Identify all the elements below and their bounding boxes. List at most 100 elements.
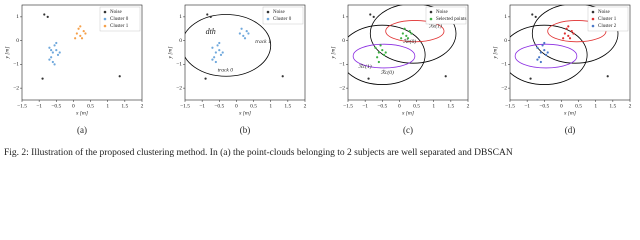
annotation: ℛc(1) [358, 63, 371, 70]
point [218, 49, 221, 52]
point [570, 30, 573, 33]
point [238, 32, 241, 35]
y-tick-label: 0 [342, 38, 345, 44]
legend-marker [266, 10, 270, 14]
point [84, 32, 87, 35]
point [529, 77, 532, 80]
x-tick-label: 1.5 [284, 103, 291, 109]
y-tick-label: −1 [13, 62, 19, 68]
region [385, 20, 445, 43]
point [534, 15, 537, 18]
x-tick-label: 2 [629, 103, 632, 109]
y-tick-label: −2 [501, 85, 507, 91]
x-tick-label: 1.5 [447, 103, 454, 109]
region [531, 5, 619, 64]
point [381, 49, 384, 52]
point [58, 51, 61, 54]
x-tick-label: 0.5 [413, 103, 420, 109]
point [77, 27, 80, 30]
point [211, 58, 214, 61]
x-tick-label: −1 [524, 103, 530, 109]
point [379, 44, 382, 47]
y-axis-label: y [m] [4, 46, 10, 59]
x-tick-label: 0 [560, 103, 563, 109]
y-tick-label: 0 [16, 38, 19, 44]
legend-marker [266, 17, 270, 21]
legend-marker [103, 10, 107, 14]
y-tick-label: 1 [16, 14, 19, 20]
point [53, 63, 56, 66]
point [214, 60, 217, 64]
y-tick-label: 1 [179, 14, 182, 20]
x-tick-label: 0 [72, 103, 75, 109]
x-axis-label: x [m] [563, 110, 576, 116]
point [403, 27, 406, 30]
y-tick-label: −2 [339, 85, 345, 91]
point [247, 32, 250, 35]
caption: Fig. 2: Illustration of the proposed clu… [4, 147, 513, 157]
point [367, 77, 370, 80]
x-tick-label: −0.5 [539, 103, 549, 109]
plot-frame [347, 4, 469, 101]
y-tick-label: 0 [179, 38, 182, 44]
figure: Fig. 2: Illustration of the proposed clu… [4, 4, 632, 157]
point [209, 15, 212, 18]
point [211, 46, 214, 49]
x-tick-label: −0.5 [51, 103, 61, 109]
panel-label: (c) [403, 125, 413, 135]
point [376, 56, 379, 59]
point [568, 37, 572, 40]
legend-label: Cluster 0 [110, 17, 129, 22]
x-tick-label: 2 [141, 103, 144, 109]
legend-label: Noise [598, 10, 610, 15]
x-tick-label: −1 [362, 103, 368, 109]
point [408, 30, 411, 33]
panel-label: (a) [77, 125, 87, 135]
region [185, 14, 272, 77]
plot-frame [21, 4, 143, 101]
panel: −1.5 −1 −0.5 0 0.5 1 1.5 2 −2 −1 0 1 x [m] y [m] (a) No… [4, 4, 144, 135]
point [118, 75, 121, 78]
point [80, 37, 84, 40]
y-axis-label: y [m] [492, 46, 498, 59]
x-tick-label: −1.5 [505, 103, 515, 109]
point [410, 32, 413, 35]
panel-label: (d) [565, 125, 576, 135]
point [46, 15, 49, 18]
point [216, 44, 219, 47]
point [214, 51, 217, 54]
point [51, 60, 54, 64]
legend-label: Cluster 2 [598, 24, 617, 29]
legend-marker [591, 24, 595, 28]
x-axis-label: x [m] [75, 110, 88, 116]
legend-marker [103, 17, 107, 21]
x-tick-label: 1 [594, 103, 597, 109]
point [79, 25, 82, 28]
point [546, 51, 549, 54]
point [538, 56, 541, 59]
legend-box [425, 6, 467, 25]
point [75, 32, 78, 35]
region [348, 24, 426, 85]
y-tick-label: −1 [339, 62, 345, 68]
panel: −1.5 −1 −0.5 0 0.5 1 1.5 2 −2 −1 0 1 x [m] y [m] (b) dt… [167, 4, 307, 135]
point [544, 53, 548, 56]
x-tick-label: 0 [235, 103, 238, 109]
point [444, 75, 447, 78]
point [572, 32, 575, 35]
legend-label: Noise [273, 10, 285, 15]
x-axis-label: x [m] [238, 110, 251, 116]
panel: −1.5 −1 −0.5 0 0.5 1 1.5 2 −2 −1 0 1 x [m] y [m] (d) No… [492, 4, 632, 135]
x-tick-label: 1 [269, 103, 272, 109]
x-tick-label: −1.5 [17, 103, 27, 109]
annotation: track 0 [218, 68, 234, 74]
x-tick-label: 2 [304, 103, 307, 109]
point [281, 75, 284, 78]
region [352, 43, 416, 69]
point [50, 56, 53, 59]
annotation: ℛc(0) [381, 69, 394, 76]
point [48, 46, 51, 49]
legend-box [587, 6, 629, 32]
y-tick-label: −1 [176, 62, 182, 68]
legend-marker [591, 17, 595, 21]
